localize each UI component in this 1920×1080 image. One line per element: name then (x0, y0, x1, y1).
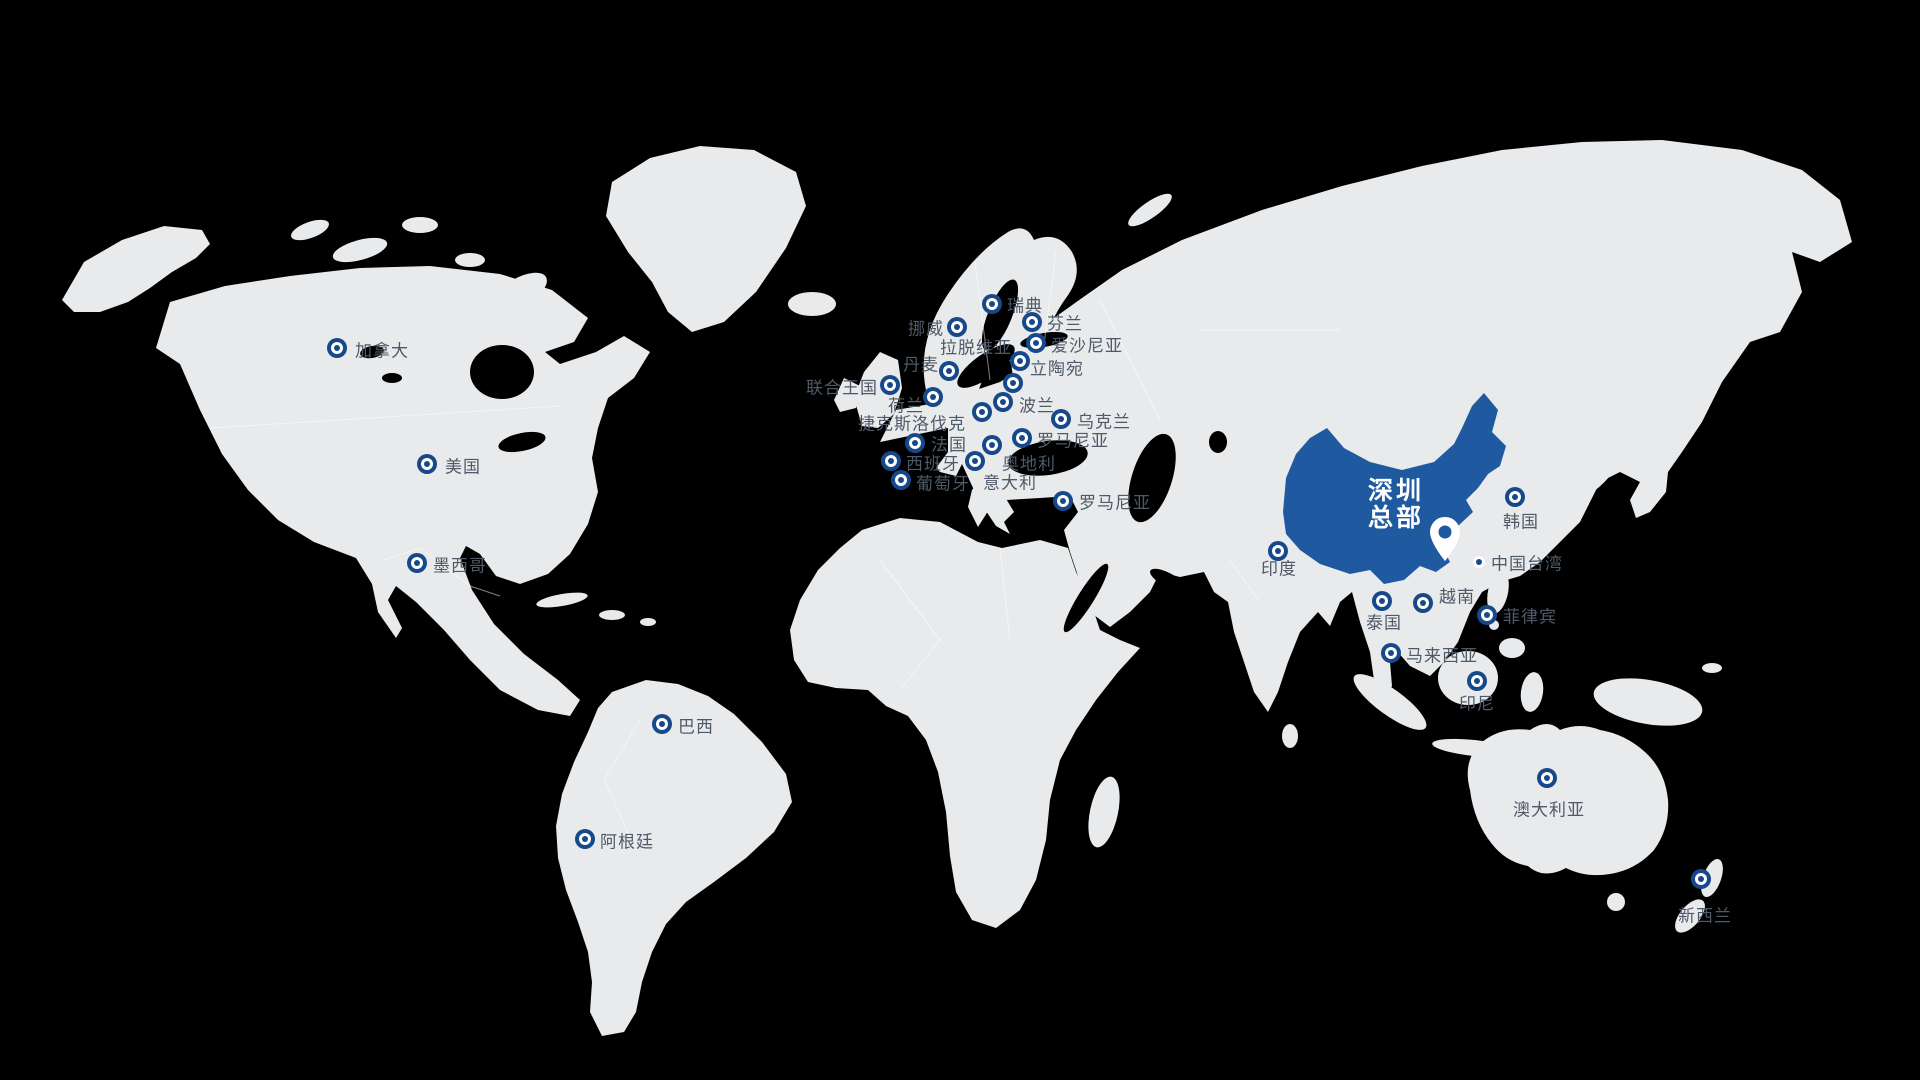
location-label-mexico: 墨西哥 (433, 556, 487, 577)
location-label-portugal: 葡萄牙 (916, 474, 970, 495)
location-label-ukraine: 乌克兰 (1077, 412, 1131, 433)
location-marker-indonesia[interactable] (1467, 671, 1487, 691)
location-label-norway: 挪威 (908, 319, 944, 340)
location-label-estonia: 爱沙尼亚 (1051, 336, 1123, 357)
location-label-spain: 西班牙 (906, 454, 960, 475)
water-overlays (360, 279, 1227, 633)
location-marker-portugal[interactable] (891, 470, 911, 490)
location-marker-usa[interactable] (417, 454, 437, 474)
location-label-new-zealand: 新西兰 (1678, 906, 1732, 927)
location-label-latvia: 拉脱维亚 (940, 338, 1012, 359)
location-marker-brazil[interactable] (652, 714, 672, 734)
location-label-australia: 澳大利亚 (1513, 800, 1585, 821)
location-marker-philippines[interactable] (1477, 605, 1497, 625)
location-marker-austria[interactable] (982, 435, 1002, 455)
location-label-united-kingdom: 联合王国 (806, 378, 878, 399)
location-marker-mexico[interactable] (407, 553, 427, 573)
location-marker-france[interactable] (905, 433, 925, 453)
location-marker-united-kingdom[interactable] (880, 375, 900, 395)
location-label-korea: 韩国 (1503, 512, 1539, 533)
location-marker-india[interactable] (1268, 541, 1288, 561)
hq-label-line2: 总部 (1368, 503, 1425, 532)
location-label-poland: 波兰 (1019, 396, 1055, 417)
location-marker-netherlands[interactable] (923, 387, 943, 407)
landmass-oceania (1467, 724, 1723, 933)
country-borders (209, 251, 1340, 851)
location-marker-taiwan-china[interactable] (1473, 556, 1485, 568)
location-label-thailand: 泰国 (1366, 613, 1402, 634)
location-label-usa: 美国 (445, 457, 481, 478)
location-label-indonesia: 印尼 (1459, 694, 1495, 715)
location-label-romania-north: 罗马尼亚 (1037, 431, 1109, 452)
location-marker-latvia[interactable] (1010, 351, 1030, 371)
location-label-canada: 加拿大 (355, 341, 409, 362)
location-marker-thailand[interactable] (1372, 591, 1392, 611)
landmass-east-asia-islands (1353, 378, 1722, 758)
location-marker-canada[interactable] (327, 338, 347, 358)
location-marker-romania-north[interactable] (1012, 428, 1032, 448)
location-label-netherlands: 荷兰 (888, 396, 924, 417)
location-marker-malaysia[interactable] (1381, 643, 1401, 663)
location-marker-spain[interactable] (881, 451, 901, 471)
location-marker-argentina[interactable] (575, 829, 595, 849)
hq-label-line1: 深圳 (1368, 476, 1425, 505)
location-label-romania-south: 罗马尼亚 (1079, 493, 1151, 514)
location-label-sweden: 瑞典 (1007, 296, 1043, 317)
location-label-brazil: 巴西 (678, 717, 714, 738)
location-marker-korea[interactable] (1505, 487, 1525, 507)
location-marker-romania-south[interactable] (1053, 491, 1073, 511)
location-label-vietnam: 越南 (1439, 587, 1475, 608)
location-marker-finland[interactable] (1022, 312, 1042, 332)
location-marker-norway[interactable] (947, 317, 967, 337)
location-marker-estonia[interactable] (1026, 333, 1046, 353)
location-marker-lithuania[interactable] (1003, 373, 1023, 393)
location-label-india: 印度 (1261, 559, 1297, 580)
location-label-philippines: 菲律宾 (1503, 607, 1557, 628)
location-label-italy: 意大利 (983, 473, 1037, 494)
location-label-austria: 奥地利 (1002, 454, 1056, 475)
location-marker-denmark[interactable] (939, 361, 959, 381)
location-label-france: 法国 (931, 435, 967, 456)
landmass-eurasia-africa (790, 140, 1852, 928)
location-marker-sweden[interactable] (982, 294, 1002, 314)
landmass-south-america (556, 680, 792, 1036)
location-label-taiwan-china: 中国台湾 (1491, 554, 1563, 575)
location-marker-italy[interactable] (965, 451, 985, 471)
location-marker-czechoslovakia[interactable] (972, 402, 992, 422)
hq-label: 深圳 总部 (1368, 477, 1424, 531)
location-marker-poland[interactable] (993, 392, 1013, 412)
location-label-argentina: 阿根廷 (600, 832, 654, 853)
location-marker-vietnam[interactable] (1413, 593, 1433, 613)
location-marker-australia[interactable] (1537, 768, 1557, 788)
landmass-greenland-iceland (606, 146, 836, 332)
location-marker-ukraine[interactable] (1051, 409, 1071, 429)
location-label-czechoslovakia: 捷克斯洛伐克 (858, 414, 966, 435)
location-label-finland: 芬兰 (1047, 314, 1083, 335)
location-label-denmark: 丹麦 (903, 355, 939, 376)
location-label-malaysia: 马来西亚 (1406, 646, 1478, 667)
location-marker-new-zealand[interactable] (1691, 869, 1711, 889)
location-label-lithuania: 立陶宛 (1030, 359, 1084, 380)
hq-pin-icon[interactable] (1429, 516, 1461, 562)
